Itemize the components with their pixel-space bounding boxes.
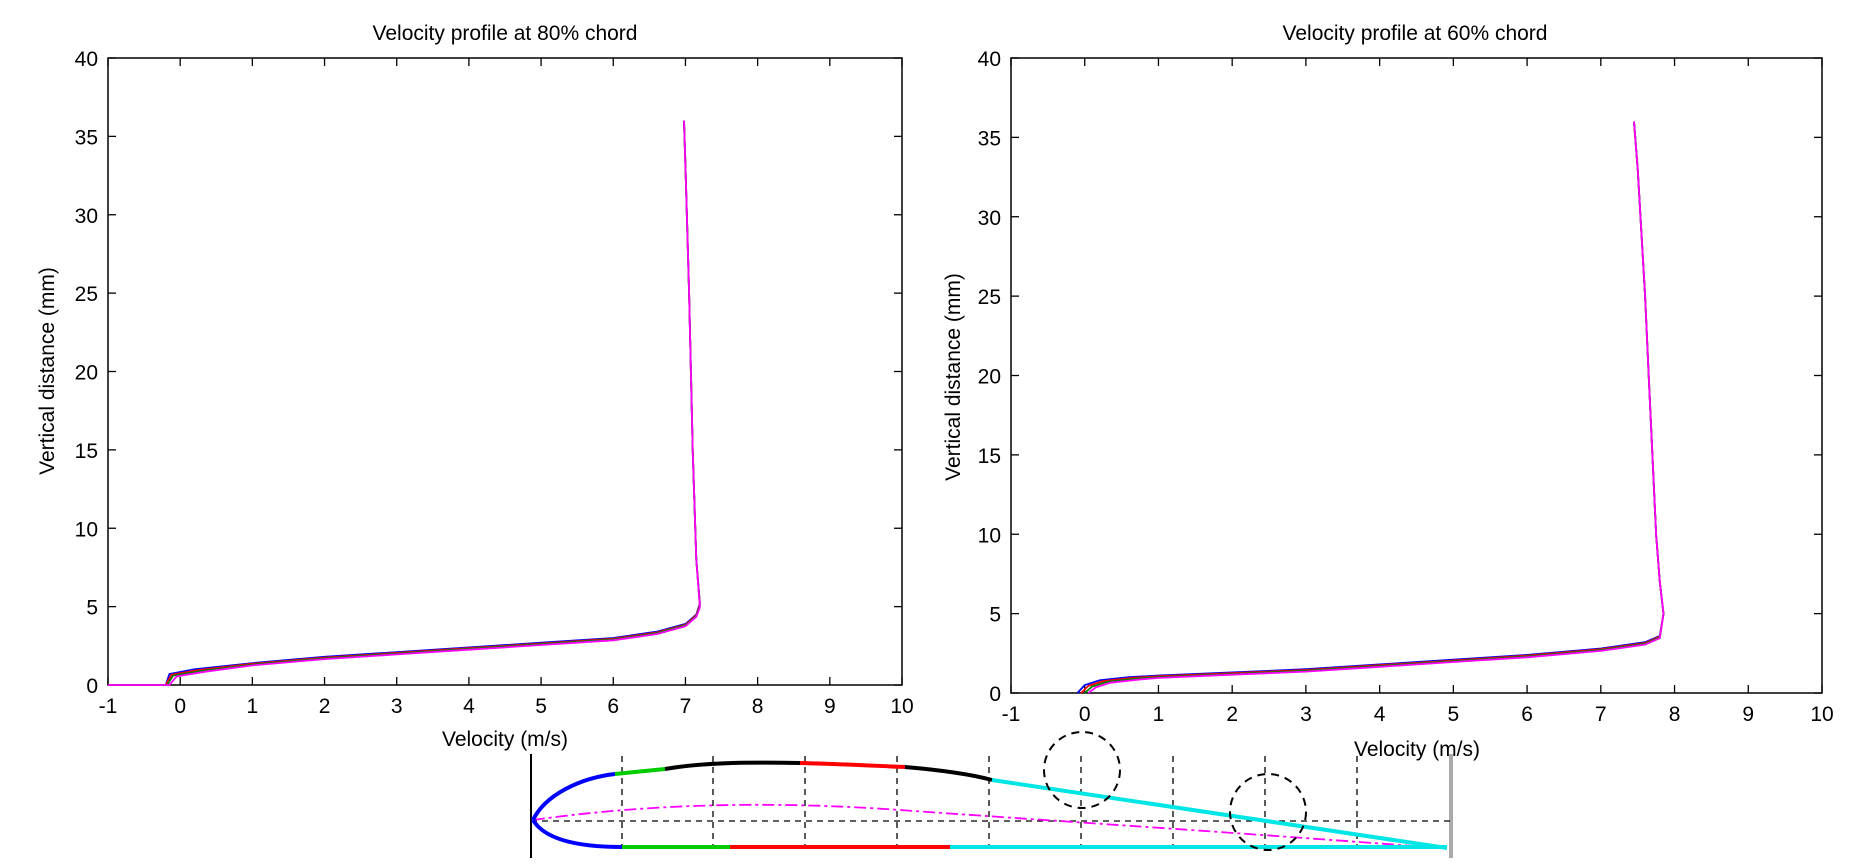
camber-line — [532, 803, 1441, 849]
x-tick-label: -1 — [99, 695, 118, 718]
y-axis-label: Vertical distance (mm) — [942, 273, 965, 481]
upper-segment-black-2 — [904, 765, 993, 782]
y-tick-label: 10 — [978, 524, 1001, 547]
x-tick-label: 1 — [247, 695, 259, 718]
x-axis-label: Velocity (m/s) — [1354, 738, 1480, 761]
velocity-series-line-4 — [108, 120, 701, 686]
marker-circle-80-chord — [1229, 773, 1307, 851]
series-group — [108, 120, 701, 686]
x-tick-label: 5 — [535, 695, 547, 718]
y-tick-label: 30 — [75, 205, 98, 228]
airfoil-contour — [531, 760, 1448, 850]
x-tick-label: 0 — [1079, 703, 1091, 726]
y-tick-label: 10 — [75, 518, 98, 541]
y-tick-label: 0 — [86, 675, 98, 698]
y-tick-label: 25 — [978, 286, 1001, 309]
x-tick-label: 4 — [463, 695, 475, 718]
plot-frame — [1010, 57, 1823, 694]
y-tick-label: 35 — [75, 126, 98, 149]
x-tick-label: 10 — [1810, 703, 1833, 726]
y-tick-label: 5 — [989, 604, 1001, 627]
upper-segment-black — [664, 760, 801, 771]
x-tick-label: 8 — [752, 695, 764, 718]
x-tick-label: 7 — [680, 695, 692, 718]
chart-80-percent-chord: Velocity profile at 80% chord -1 0 1 2 3 4 5 6 7… — [36, 22, 914, 751]
velocity-series-line-4 — [1087, 121, 1665, 694]
upper-leading-segment — [531, 772, 616, 821]
x-axis-label: Velocity (m/s) — [442, 728, 568, 751]
x-tick-label: 4 — [1374, 703, 1386, 726]
y-tick-label: 40 — [75, 48, 98, 71]
x-tick-label: 8 — [1669, 703, 1681, 726]
chart-title: Velocity profile at 80% chord — [373, 22, 638, 45]
upper-segment-red — [799, 761, 906, 769]
x-tick-label: 2 — [1226, 703, 1238, 726]
y-axis-label: Vertical distance (mm) — [36, 267, 59, 475]
x-tick-label: 3 — [391, 695, 403, 718]
x-tick-label: 9 — [824, 695, 836, 718]
x-tick-label: 1 — [1153, 703, 1165, 726]
x-tick-label: 2 — [319, 695, 331, 718]
y-tick-label: 15 — [978, 445, 1001, 468]
y-tick-label: 40 — [978, 48, 1001, 71]
airfoil-diagram — [530, 731, 1453, 858]
x-tick-label: 5 — [1448, 703, 1460, 726]
x-tick-label: -1 — [1002, 703, 1021, 726]
x-tick-label: 0 — [174, 695, 186, 718]
upper-segment-green — [614, 767, 666, 776]
y-tick-label: 25 — [75, 283, 98, 306]
chart-title: Velocity profile at 60% chord — [1283, 22, 1548, 45]
y-tick-label: 35 — [978, 127, 1001, 150]
x-tick-label: 9 — [1742, 703, 1754, 726]
y-tick-label: 20 — [75, 362, 98, 385]
y-tick-label: 0 — [989, 683, 1001, 706]
chart-60-percent-chord: Velocity profile at 60% chord -1 0 1 2 3 4 5 6 7… — [942, 22, 1834, 761]
upper-trailing-segment — [991, 778, 1448, 850]
x-tick-label: 10 — [890, 695, 913, 718]
y-tick-label: 20 — [978, 366, 1001, 389]
lower-leading-segment — [531, 818, 623, 849]
marker-circle-60-chord — [1043, 731, 1121, 809]
x-tick-label: 3 — [1300, 703, 1312, 726]
series-group — [1076, 121, 1665, 694]
plot-frame — [107, 57, 903, 686]
x-tick-label: 6 — [607, 695, 619, 718]
y-tick-label: 15 — [75, 440, 98, 463]
x-tick-label: 7 — [1595, 703, 1607, 726]
y-tick-label: 30 — [978, 207, 1001, 230]
x-tick-label: 6 — [1521, 703, 1533, 726]
y-tick-label: 5 — [86, 597, 98, 620]
